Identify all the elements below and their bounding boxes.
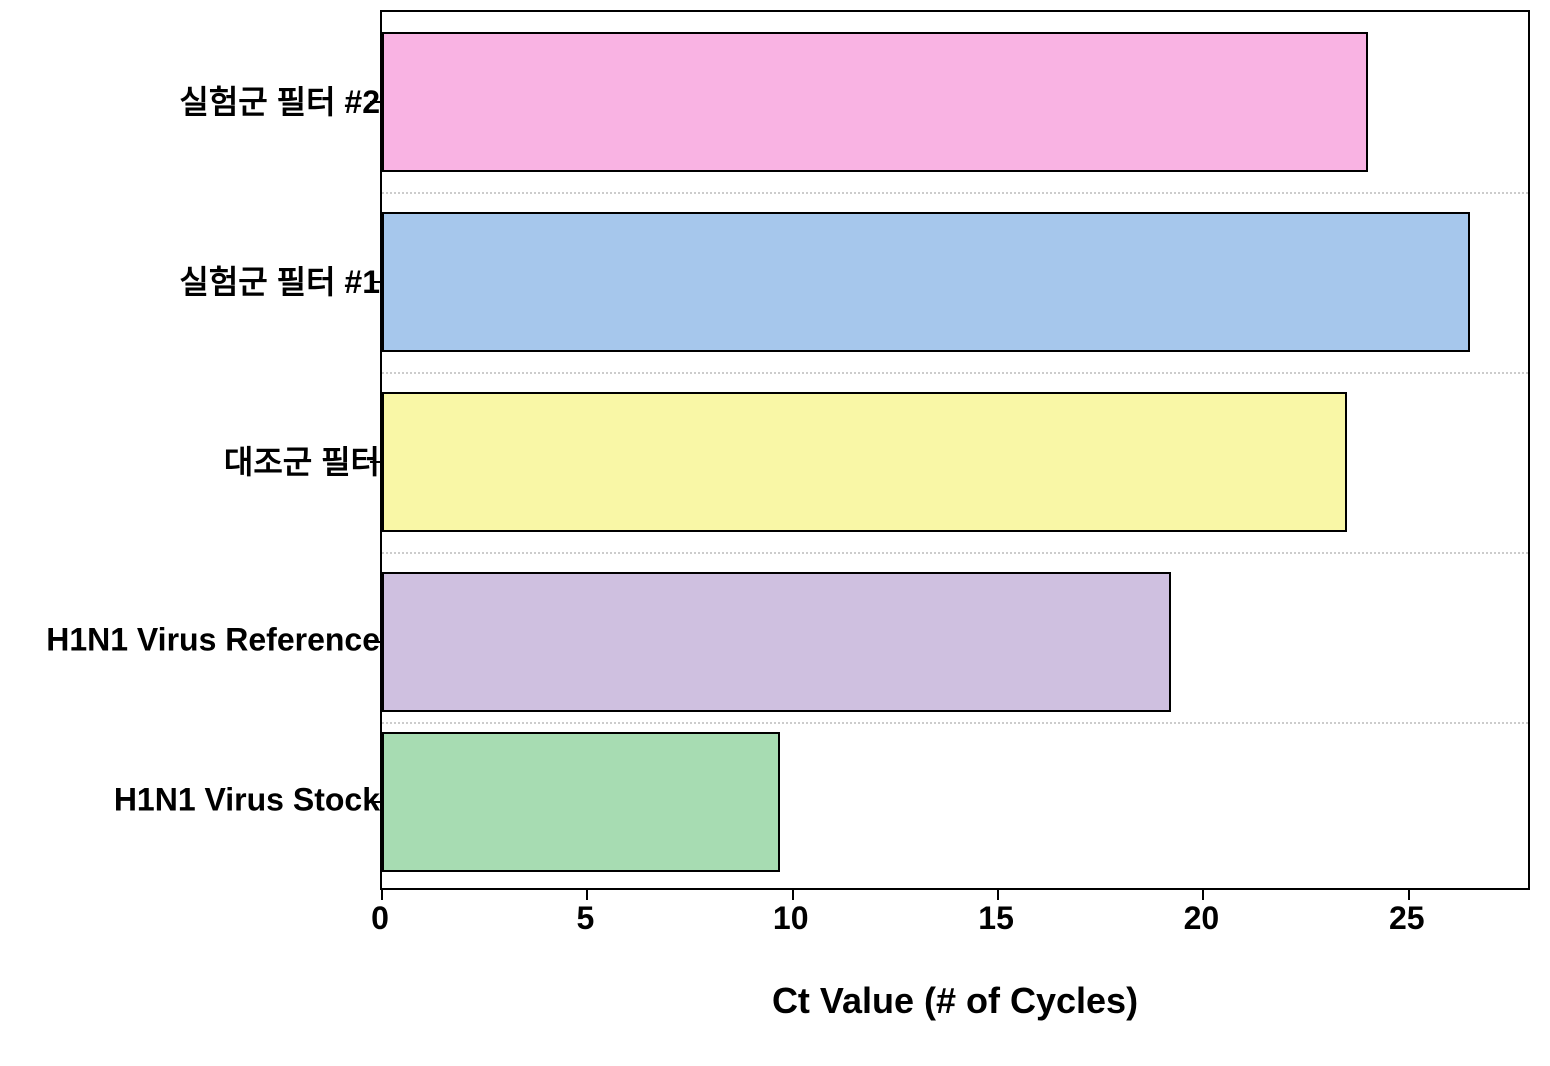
x-tick (1202, 888, 1204, 900)
gridline (382, 722, 1528, 724)
y-axis-label: 실험군 필터 #2 (179, 77, 380, 123)
gridline (382, 372, 1528, 374)
y-axis-label: H1N1 Virus Reference (46, 622, 380, 659)
y-axis-label: 실험군 필터 #1 (179, 257, 380, 303)
bar (382, 392, 1347, 532)
x-axis-label: Ct Value (# of Cycles) (380, 980, 1530, 1022)
bar (382, 212, 1470, 352)
x-tick-label: 25 (1389, 900, 1425, 937)
x-tick-label: 10 (773, 900, 809, 937)
x-tick (381, 888, 383, 900)
plot-area (380, 10, 1530, 890)
x-tick-label: 5 (576, 900, 594, 937)
bar (382, 732, 780, 872)
ct-value-chart: Ct Value (# of Cycles) 실험군 필터 #2 실험군 필터 #… (0, 0, 1550, 1066)
x-tick (1408, 888, 1410, 900)
bar (382, 32, 1368, 172)
x-tick-label: 20 (1184, 900, 1220, 937)
bar (382, 572, 1171, 712)
x-tick (586, 888, 588, 900)
y-axis-label: 대조군 필터 (224, 437, 380, 483)
x-tick-label: 15 (978, 900, 1014, 937)
gridline (382, 192, 1528, 194)
x-tick-label: 0 (371, 900, 389, 937)
x-tick (792, 888, 794, 900)
x-tick (997, 888, 999, 900)
y-axis-label: H1N1 Virus Stock (114, 782, 380, 819)
gridline (382, 552, 1528, 554)
